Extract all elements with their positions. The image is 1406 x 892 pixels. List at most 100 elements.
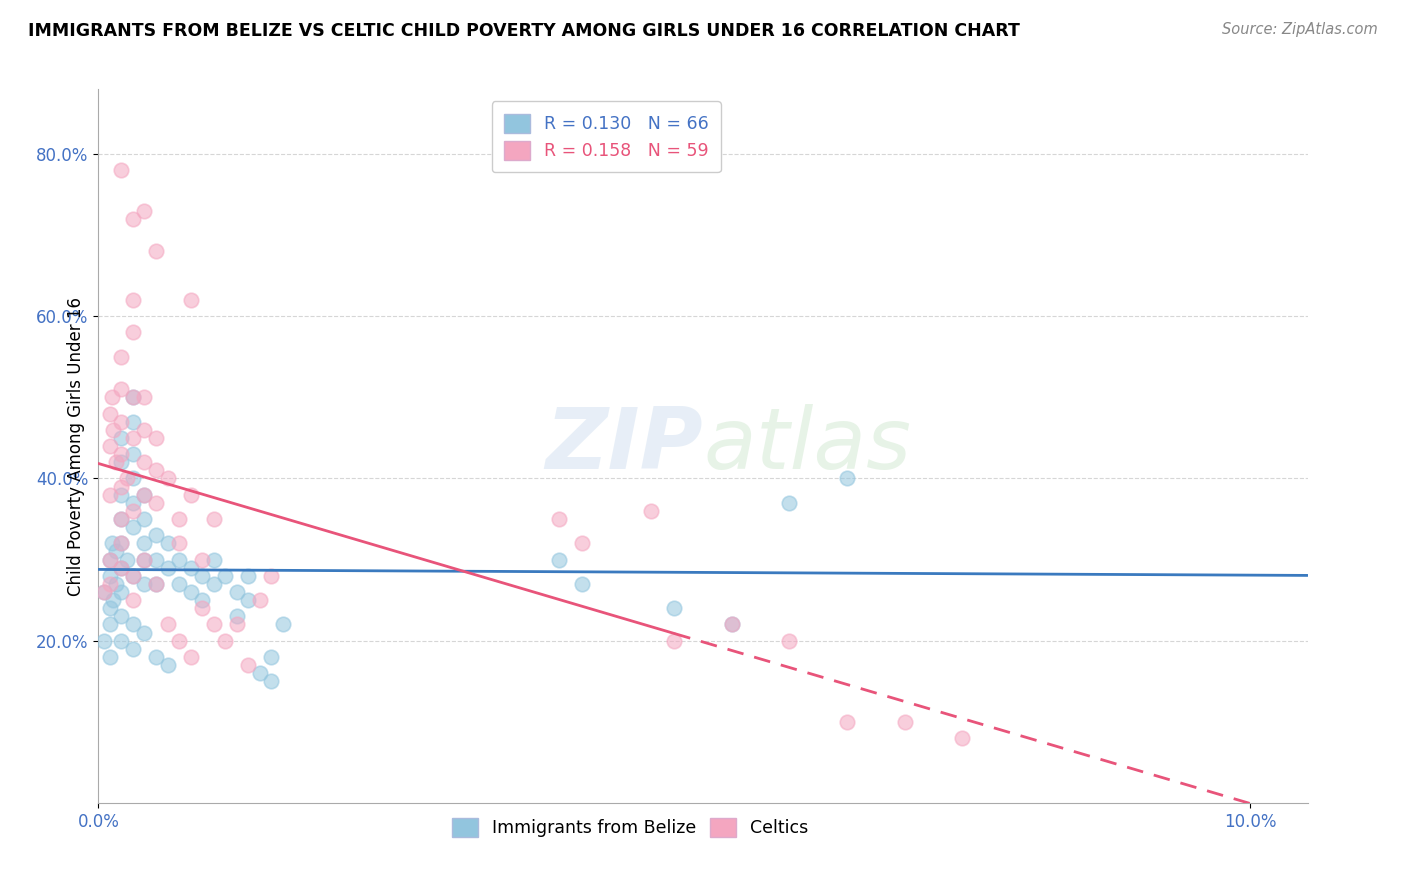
Point [122,568,145,582]
Point [93,585,115,599]
Point [134,625,156,640]
Text: ZIP: ZIP [546,404,703,488]
Point [156,560,179,574]
Point [122,390,145,404]
Point [110,560,132,574]
Point [110,536,132,550]
Point [110,633,132,648]
Point [98,488,121,502]
Point [202,617,225,632]
Point [122,617,145,632]
Point [122,504,145,518]
Point [110,163,132,178]
Point [93,633,115,648]
Point [134,512,156,526]
Point [191,568,214,582]
Point [236,657,259,672]
Point [134,577,156,591]
Point [122,447,145,461]
Point [98,617,121,632]
Point [122,568,145,582]
Point [548,552,571,566]
Point [98,601,121,615]
Point [110,609,132,624]
Point [115,471,138,485]
Point [260,674,283,689]
Point [110,585,132,599]
Point [110,415,132,429]
Point [101,390,124,404]
Point [98,552,121,566]
Point [134,552,156,566]
Point [122,471,145,485]
Point [145,577,167,591]
Point [98,577,121,591]
Point [835,714,858,729]
Point [122,641,145,656]
Point [122,593,145,607]
Point [103,593,125,607]
Point [167,552,190,566]
Point [104,577,127,591]
Point [145,431,167,445]
Point [110,488,132,502]
Point [236,568,259,582]
Point [225,585,247,599]
Point [548,512,571,526]
Point [167,536,190,550]
Point [214,633,236,648]
Point [778,633,800,648]
Point [180,488,202,502]
Point [202,577,225,591]
Point [180,293,202,307]
Point [110,447,132,461]
Point [249,666,271,681]
Point [110,431,132,445]
Point [167,577,190,591]
Point [260,649,283,664]
Point [156,536,179,550]
Point [122,431,145,445]
Point [93,585,115,599]
Point [720,617,742,632]
Point [134,488,156,502]
Point [110,479,132,493]
Point [134,423,156,437]
Point [180,560,202,574]
Point [271,617,294,632]
Text: Source: ZipAtlas.com: Source: ZipAtlas.com [1222,22,1378,37]
Point [134,203,156,218]
Point [202,552,225,566]
Point [214,568,236,582]
Point [104,455,127,469]
Point [664,601,686,615]
Point [98,552,121,566]
Point [110,350,132,364]
Point [98,568,121,582]
Point [156,617,179,632]
Point [98,407,121,421]
Point [191,552,214,566]
Point [145,244,167,259]
Point [101,536,124,550]
Point [640,504,662,518]
Point [134,455,156,469]
Point [98,439,121,453]
Point [110,382,132,396]
Point [110,455,132,469]
Point [122,520,145,534]
Y-axis label: Child Poverty Among Girls Under 16: Child Poverty Among Girls Under 16 [66,296,84,596]
Point [134,552,156,566]
Point [167,633,190,648]
Point [167,512,190,526]
Point [110,536,132,550]
Point [145,649,167,664]
Point [122,293,145,307]
Point [110,512,132,526]
Point [145,528,167,542]
Point [156,657,179,672]
Point [835,471,858,485]
Legend: Immigrants from Belize, Celtics: Immigrants from Belize, Celtics [441,807,818,847]
Point [115,552,138,566]
Text: IMMIGRANTS FROM BELIZE VS CELTIC CHILD POVERTY AMONG GIRLS UNDER 16 CORRELATION : IMMIGRANTS FROM BELIZE VS CELTIC CHILD P… [28,22,1019,40]
